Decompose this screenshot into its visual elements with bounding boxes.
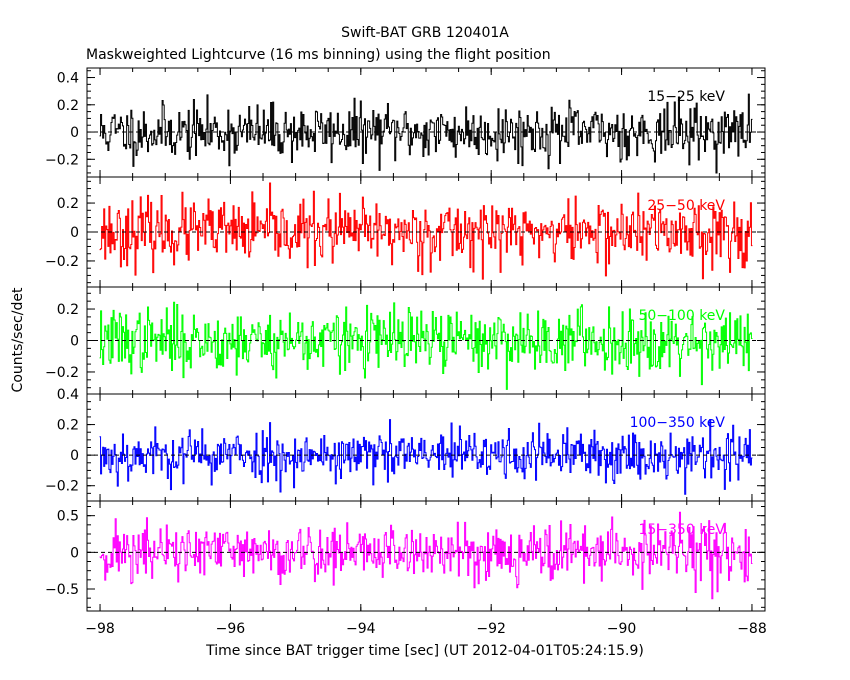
y-axis-label: Counts/sec/det	[10, 287, 26, 392]
y-tick-label-4-1: −0.2	[45, 479, 79, 495]
series-line-1	[99, 93, 753, 174]
x-tick-label-3: −94	[346, 621, 376, 637]
y-tick-label-3-1: −0.2	[45, 365, 79, 381]
panels-group: −0.200.20.415−25 keV−0.200.2 25−50 keV−0.…	[45, 67, 766, 612]
x-tick-label-5: −90	[607, 621, 637, 637]
y-tick-label-1-4: 0.4	[57, 71, 79, 87]
x-tick-label-6: −88	[737, 621, 767, 637]
y-tick-label-5-3: 0.5	[57, 509, 79, 525]
panel-1: −0.2 0 0.2 0.4 15−25 keV	[45, 67, 766, 178]
panel-5: −0.5 0 0.5 15−350 keV	[45, 500, 766, 612]
energy-band-label-1: 15−25 keV	[647, 89, 725, 105]
x-tick-label-4: −92	[476, 621, 506, 637]
panel-3: −0.2 0 0.2 50−100 keV	[45, 286, 766, 395]
y-tick-label-4-2: 0	[70, 448, 79, 464]
energy-band-label-4: 100−350 keV	[630, 415, 726, 431]
series-line-5	[99, 511, 753, 600]
y-tick-label-2-3: 0.2	[57, 196, 79, 212]
x-tick-label-2: −96	[216, 621, 246, 637]
y-tick-label-1-1: −0.2	[45, 152, 79, 168]
y-tick-label-5-1: −0.5	[45, 582, 79, 598]
chart-subtitle: Maskweighted Lightcurve (16 ms binning) …	[86, 47, 551, 63]
panel-4: −0.2 0 0.2 0.4 100−350 keV	[45, 387, 766, 502]
y-tick-label-3-2: 0	[70, 334, 79, 350]
y-tick-label-3-3: 0.2	[57, 302, 79, 318]
y-tick-label-1-3: 0.2	[57, 98, 79, 114]
y-tick-label-4-3: 0.2	[57, 418, 79, 434]
series-line-2	[99, 182, 753, 280]
energy-band-label-3: 50−100 keV	[638, 308, 725, 324]
y-tick-label-2-1: −0.2	[45, 254, 79, 270]
y-tick-label-5-2: 0	[70, 545, 79, 561]
y-tick-label-1-2: 0	[70, 125, 79, 141]
panel-frame-5	[86, 500, 766, 612]
panel-2: −0.2 0 0.2 25−50 keV	[45, 176, 766, 288]
x-axis: −98 −96 −94 −92 −90 −88	[85, 621, 766, 637]
energy-band-label-2: 25−50 keV	[647, 198, 725, 214]
x-axis-label: Time since BAT trigger time [sec] (UT 20…	[205, 643, 644, 659]
y-tick-label-4-4: 0.4	[57, 387, 79, 403]
energy-band-label-5: 15−350 keV	[638, 522, 725, 538]
chart-title: Swift-BAT GRB 120401A	[341, 25, 509, 41]
panel-frame-4	[86, 393, 766, 502]
x-tick-label-1: −98	[85, 621, 115, 637]
series-line-3	[99, 301, 753, 390]
y-tick-label-2-2: 0	[70, 225, 79, 241]
